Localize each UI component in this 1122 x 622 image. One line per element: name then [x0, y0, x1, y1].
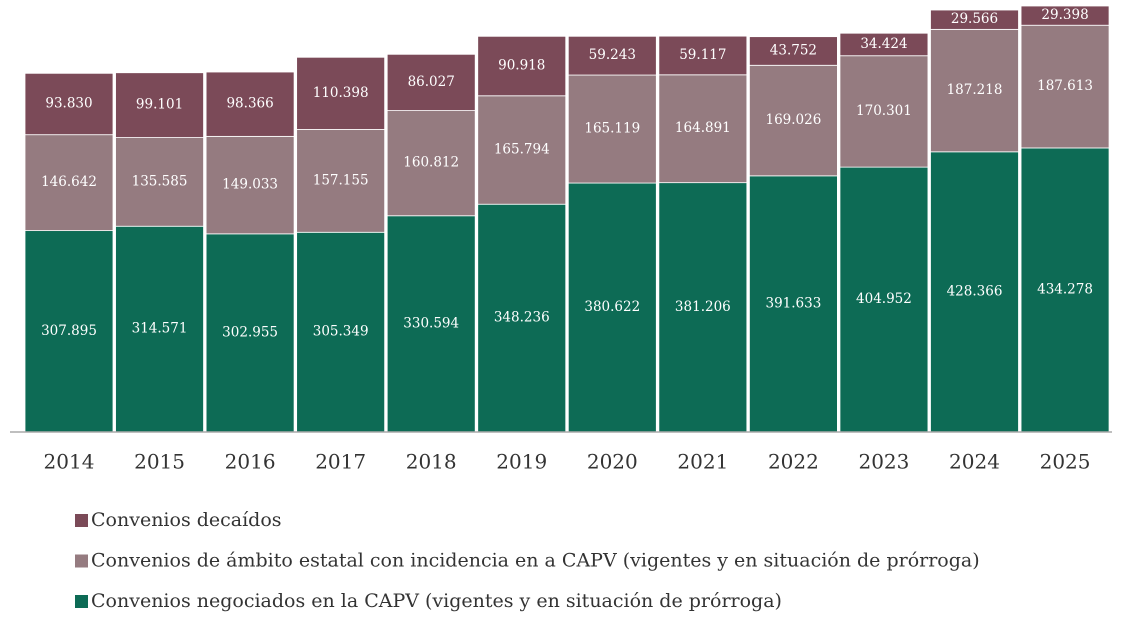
data-label: 170.301 — [856, 103, 912, 119]
bar-segment — [749, 36, 838, 66]
data-label: 165.794 — [494, 142, 550, 158]
data-label: 110.398 — [313, 85, 369, 101]
bar-segment — [205, 233, 295, 433]
data-label: 59.117 — [679, 47, 726, 63]
bar-segment — [386, 215, 476, 433]
bar-segment — [115, 225, 204, 433]
data-label: 29.566 — [951, 11, 998, 27]
legend-label: Convenios decaídos — [91, 509, 282, 531]
x-tick-label: 2025 — [1040, 450, 1091, 474]
data-label: 307.895 — [41, 323, 97, 339]
bar-segment — [839, 55, 929, 168]
data-label: 157.155 — [313, 172, 369, 188]
bar-segment — [296, 56, 386, 130]
x-tick-label: 2018 — [406, 450, 457, 474]
x-tick-label: 2014 — [44, 450, 95, 474]
bar-segment — [749, 64, 838, 177]
bar-segment — [296, 231, 386, 433]
data-label: 305.349 — [313, 324, 369, 340]
bar-segment — [567, 182, 657, 433]
bar-segment — [24, 134, 114, 232]
data-label: 302.955 — [222, 324, 278, 340]
x-tick-label: 2017 — [315, 450, 366, 474]
bar-segment — [205, 71, 295, 137]
data-label: 90.918 — [498, 58, 545, 74]
legend-swatch — [75, 595, 88, 608]
bar-segment — [658, 35, 748, 76]
x-tick-label: 2023 — [858, 450, 909, 474]
bar-segment — [296, 129, 386, 233]
legend-swatch — [75, 514, 88, 527]
data-label: 391.633 — [765, 295, 821, 311]
bar-segment — [1020, 147, 1110, 433]
data-label: 187.613 — [1037, 78, 1093, 94]
data-label: 404.952 — [856, 291, 912, 307]
x-tick-label: 2020 — [587, 450, 638, 474]
bar-segment — [24, 72, 114, 136]
data-label: 164.891 — [675, 120, 731, 136]
data-label: 381.206 — [675, 299, 731, 315]
data-label: 187.218 — [947, 82, 1003, 98]
data-label: 93.830 — [45, 96, 92, 112]
data-label: 29.398 — [1041, 7, 1088, 23]
bar-segment — [567, 74, 657, 184]
bar-segment — [115, 137, 204, 227]
data-label: 59.243 — [589, 47, 636, 63]
bar-segment — [658, 74, 748, 184]
bar-segment — [839, 166, 929, 433]
x-tick-label: 2022 — [768, 450, 819, 474]
data-label: 314.571 — [132, 321, 188, 337]
bar-segment — [1020, 5, 1110, 26]
data-label: 146.642 — [41, 174, 97, 190]
data-label: 348.236 — [494, 310, 550, 326]
data-label: 135.585 — [132, 173, 188, 189]
bar-segment — [930, 28, 1019, 153]
data-label: 99.101 — [136, 97, 183, 113]
data-label: 43.752 — [770, 42, 817, 58]
x-tick-label: 2016 — [225, 450, 276, 474]
data-label: 86.027 — [408, 74, 455, 90]
data-label: 380.622 — [584, 299, 640, 315]
bar-segment — [567, 35, 657, 76]
bar-segment — [386, 53, 476, 111]
data-label: 169.026 — [765, 112, 821, 128]
bar-segment — [205, 135, 295, 235]
bar-segment — [477, 203, 567, 433]
data-label: 160.812 — [403, 155, 459, 171]
bar-segment — [477, 95, 567, 205]
data-label: 434.278 — [1037, 281, 1093, 297]
data-label: 98.366 — [226, 96, 273, 112]
bar-segment — [477, 35, 567, 97]
data-label: 149.033 — [222, 177, 278, 193]
data-label: 165.119 — [584, 121, 640, 137]
x-tick-label: 2015 — [134, 450, 185, 474]
legend-label: Convenios negociados en la CAPV (vigente… — [91, 590, 782, 612]
bar-segment — [115, 72, 204, 138]
bar-segment — [749, 175, 838, 433]
data-label: 428.366 — [947, 283, 1003, 299]
bar-segment — [24, 230, 114, 433]
bar-segment — [839, 32, 929, 57]
data-label: 330.594 — [403, 315, 459, 331]
x-tick-label: 2019 — [496, 450, 547, 474]
data-label: 34.424 — [860, 36, 907, 52]
legend-swatch — [75, 554, 88, 568]
bar-segment — [930, 9, 1019, 30]
x-tick-label: 2021 — [677, 450, 728, 474]
legend-label: Convenios de ámbito estatal con incidenc… — [91, 550, 980, 572]
x-tick-label: 2024 — [949, 450, 1000, 474]
